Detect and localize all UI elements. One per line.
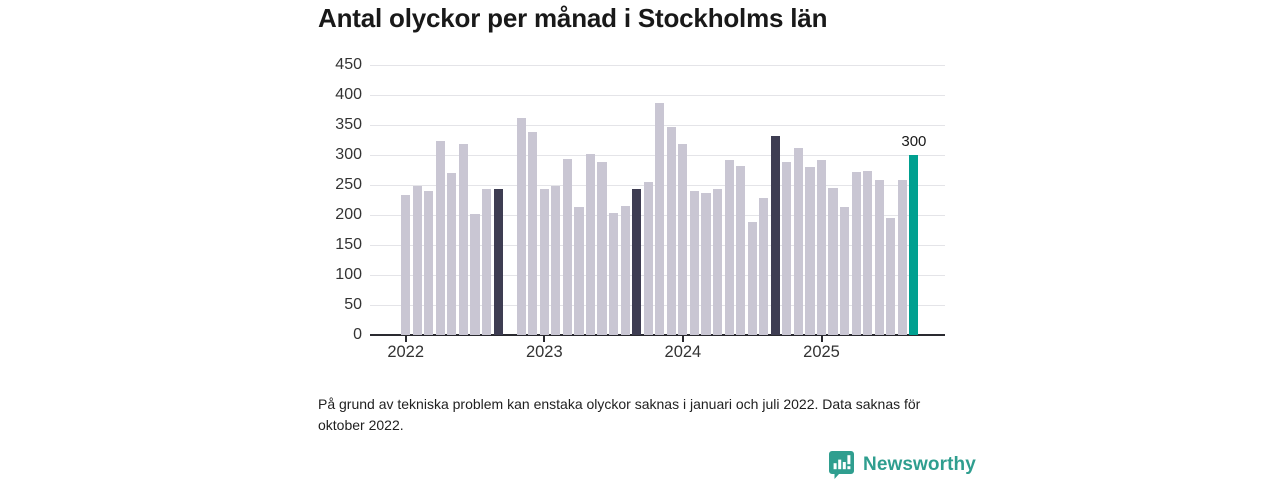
y-tick-label-0: 0: [353, 326, 362, 343]
bar-2023-10: [643, 182, 653, 335]
y-tick-label-250: 250: [335, 176, 362, 193]
latest-bar-value-label: 300: [901, 133, 927, 150]
bar-2024-03: [701, 192, 711, 335]
bar-2023-12: [666, 127, 676, 335]
bar-2022-01: [401, 195, 411, 335]
bar-2022-02: [412, 186, 422, 335]
chart-footnote: På grund av tekniska problem kan enstaka…: [318, 396, 921, 433]
x-tick-2022: [404, 336, 407, 342]
bar-2025-04: [851, 171, 861, 335]
bar-2025-08: [897, 180, 907, 335]
bar-chart-plot-area: 0 50 100 150 200 250 300 350 400 450 2022 2023 2024 2…: [335, 56, 945, 361]
chart-title: Antal olyckor per månad i Stockholms län: [318, 3, 828, 33]
x-tick-2024: [681, 336, 684, 342]
bar-2024-06: [736, 165, 746, 335]
bar-2022-12: [528, 131, 538, 335]
bar-2025-09: [909, 155, 919, 335]
x-tick-2025: [820, 336, 823, 342]
bar-2025-07: [886, 218, 896, 335]
bar-2023-07: [609, 212, 619, 335]
bar-2023-09: [632, 189, 642, 335]
bar-2024-04: [712, 188, 723, 335]
bar-2023-05: [585, 153, 596, 335]
bar-2023-01: [539, 189, 549, 335]
bar-2024-01: [678, 143, 688, 335]
bar-2023-06: [597, 162, 607, 335]
bar-2024-08: [759, 197, 769, 335]
bar-2022-04: [435, 141, 445, 335]
bar-2022-11: [516, 118, 526, 335]
bar-2022-07: [470, 214, 480, 335]
x-tick-label-2023: 2023: [525, 343, 563, 361]
bar-2024-11: [793, 148, 803, 335]
bar-2022-09: [493, 188, 503, 335]
bar-2024-07: [747, 221, 757, 335]
bar-2023-08: [620, 206, 630, 335]
y-tick-label-150: 150: [335, 236, 362, 253]
y-tick-label-450: 450: [335, 56, 362, 73]
bar-2024-02: [689, 191, 700, 335]
y-tick-label-300: 300: [335, 146, 362, 163]
bar-2022-05: [447, 173, 457, 335]
gridline-450: [370, 64, 945, 66]
bar-2025-02: [828, 188, 838, 335]
bar-2023-02: [551, 186, 561, 335]
y-tick-label-100: 100: [335, 266, 362, 283]
gridline-400: [370, 94, 945, 96]
bar-2022-08: [481, 188, 492, 335]
newsworthy-logo[interactable]: Newsworthy: [828, 450, 976, 480]
bar-2024-05: [724, 159, 734, 335]
y-tick-label-350: 350: [335, 116, 362, 133]
x-axis-line: [370, 334, 945, 336]
bar-2025-05: [863, 171, 873, 335]
newsworthy-logo-text: Newsworthy: [863, 454, 976, 475]
bar-2024-09: [770, 135, 780, 335]
bar-2025-06: [874, 179, 884, 335]
y-tick-label-400: 400: [335, 86, 362, 103]
bar-2023-04: [574, 207, 584, 335]
bar-2022-03: [424, 191, 434, 335]
x-tick-2023: [543, 336, 546, 342]
bar-2025-03: [840, 206, 850, 335]
newsworthy-logo-icon: [828, 450, 855, 480]
bar-2023-03: [562, 159, 572, 335]
bar-2024-10: [782, 161, 792, 335]
y-tick-label-50: 50: [344, 296, 362, 313]
bar-2025-01: [816, 159, 827, 335]
x-tick-label-2022: 2022: [387, 343, 425, 361]
x-tick-label-2024: 2024: [664, 343, 702, 361]
bar-2024-12: [805, 167, 815, 335]
y-tick-label-200: 200: [335, 206, 362, 223]
bar-2022-06: [458, 143, 469, 335]
x-tick-label-2025: 2025: [803, 343, 840, 361]
bar-2023-11: [655, 102, 665, 335]
